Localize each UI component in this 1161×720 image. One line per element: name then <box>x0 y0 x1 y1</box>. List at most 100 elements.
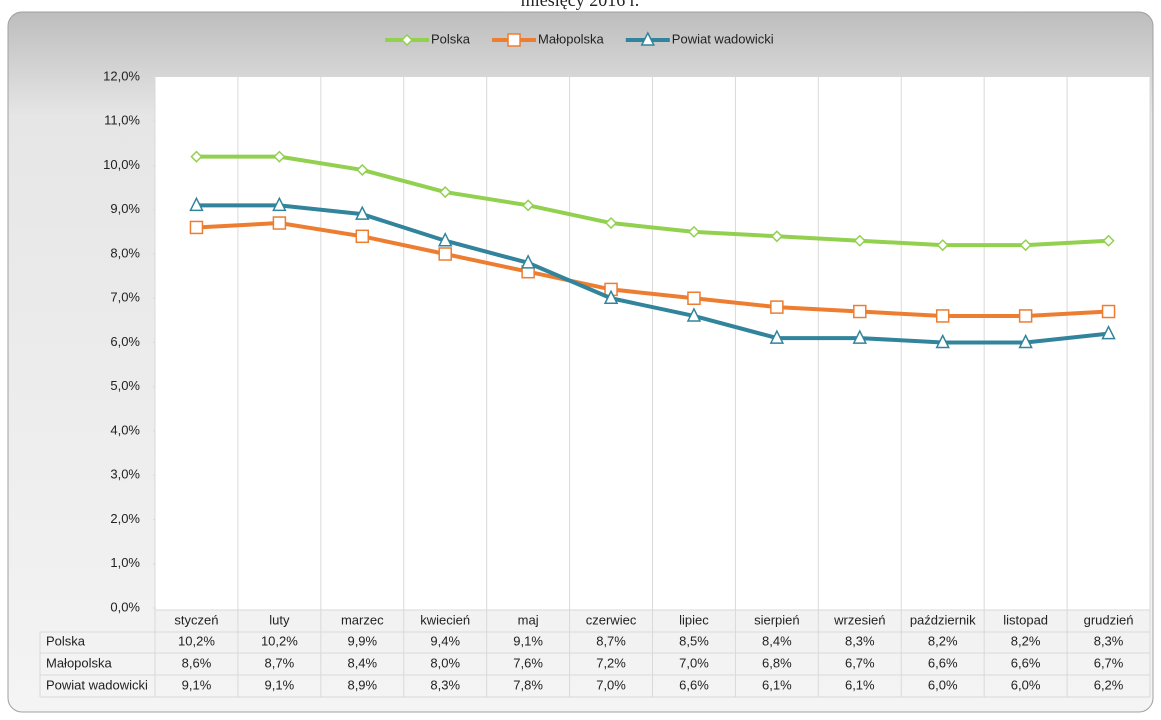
marker <box>770 230 783 243</box>
marker <box>686 307 702 322</box>
marker <box>189 196 204 212</box>
table-cell: 6,0% <box>1011 677 1041 692</box>
marker <box>853 234 866 247</box>
table-cell: 8,6% <box>182 655 212 670</box>
table-cell: 10,2% <box>261 633 298 648</box>
marker <box>520 254 536 269</box>
y-tick-label: 5,0% <box>110 378 140 393</box>
legend-label: Polska <box>431 31 471 46</box>
table-cell: 10,2% <box>178 633 215 648</box>
table-cell: 8,9% <box>347 677 377 692</box>
marker <box>604 216 618 230</box>
marker <box>936 239 949 252</box>
x-tick-label: marzec <box>341 612 384 627</box>
y-tick-label: 8,0% <box>110 245 140 260</box>
marker <box>935 309 950 323</box>
table-cell: 8,4% <box>762 633 792 648</box>
table-cell: 8,2% <box>928 633 958 648</box>
marker <box>687 225 701 238</box>
marker <box>1101 324 1116 340</box>
y-tick-label: 0,0% <box>110 599 140 614</box>
table-cell: 8,5% <box>679 633 709 648</box>
table-cell: 6,8% <box>762 655 792 670</box>
y-tick-label: 7,0% <box>110 290 140 305</box>
table-cell: 6,0% <box>928 677 958 692</box>
marker <box>272 196 287 212</box>
y-tick-label: 12,0% <box>103 68 140 83</box>
legend-label: Małopolska <box>538 31 605 46</box>
table-cell: 9,1% <box>265 677 295 692</box>
x-tick-label: grudzień <box>1084 612 1134 627</box>
table-cell: 8,2% <box>1011 633 1041 648</box>
series-line <box>196 154 1109 248</box>
marker <box>190 150 203 163</box>
chart-title: miesięcy 2016 r. <box>521 0 639 10</box>
table-cell: 7,2% <box>596 655 626 670</box>
y-tick-label: 4,0% <box>110 422 140 437</box>
x-tick-label: czerwiec <box>586 612 637 627</box>
table-cell: 6,2% <box>1094 677 1124 692</box>
x-tick-label: styczeń <box>174 612 218 627</box>
row-label: Polska <box>46 633 86 648</box>
table-cell: 6,6% <box>1011 655 1041 670</box>
marker <box>522 199 535 212</box>
table-cell: 8,7% <box>596 633 626 648</box>
x-tick-label: wrzesień <box>833 612 885 627</box>
table-cell: 7,0% <box>596 677 626 692</box>
table-cell: 6,1% <box>762 677 792 692</box>
table-cell: 6,6% <box>679 677 709 692</box>
marker <box>640 31 656 46</box>
row-label: Małopolska <box>46 655 113 670</box>
table-cell: 8,3% <box>1094 633 1124 648</box>
table-cell: 9,9% <box>347 633 377 648</box>
series-line <box>196 203 1109 345</box>
marker <box>439 185 452 199</box>
table-cell: 8,3% <box>845 633 875 648</box>
x-tick-label: maj <box>518 612 539 627</box>
marker <box>770 300 784 314</box>
table-cell: 7,0% <box>679 655 709 670</box>
table-cell: 7,8% <box>513 677 543 692</box>
marker <box>852 329 868 344</box>
table-cell: 6,6% <box>928 655 958 670</box>
x-tick-label: kwiecień <box>420 612 470 627</box>
marker <box>1018 309 1033 323</box>
x-tick-label: październik <box>910 612 976 627</box>
table-cell: 8,4% <box>347 655 377 670</box>
table-cell: 9,4% <box>430 633 460 648</box>
x-tick-label: lipiec <box>679 612 709 627</box>
table-cell: 9,1% <box>513 633 543 648</box>
marker <box>1019 239 1032 252</box>
marker <box>189 220 204 235</box>
row-label: Powiat wadowicki <box>46 677 148 692</box>
marker <box>355 205 370 220</box>
marker <box>853 304 867 319</box>
marker <box>507 33 521 47</box>
marker <box>687 291 701 305</box>
marker <box>437 232 453 247</box>
y-tick-label: 1,0% <box>110 555 140 570</box>
marker <box>438 247 452 261</box>
x-tick-label: luty <box>269 612 290 627</box>
marker <box>603 289 619 304</box>
marker <box>1101 304 1116 319</box>
y-tick-label: 3,0% <box>110 467 140 482</box>
y-tick-label: 9,0% <box>110 201 140 216</box>
marker <box>356 163 369 176</box>
y-tick-label: 2,0% <box>110 511 140 526</box>
table-cell: 8,3% <box>430 677 460 692</box>
table-cell: 6,1% <box>845 677 875 692</box>
table-cell: 9,1% <box>182 677 212 692</box>
x-tick-label: sierpień <box>754 612 800 627</box>
table-cell: 8,0% <box>430 655 460 670</box>
marker <box>355 229 370 244</box>
y-tick-label: 6,0% <box>110 334 140 349</box>
y-tick-label: 11,0% <box>104 113 140 128</box>
marker <box>1102 234 1115 247</box>
legend-label: Powiat wadowicki <box>672 31 774 46</box>
marker <box>272 216 287 230</box>
marker <box>400 33 414 47</box>
marker <box>769 329 785 344</box>
